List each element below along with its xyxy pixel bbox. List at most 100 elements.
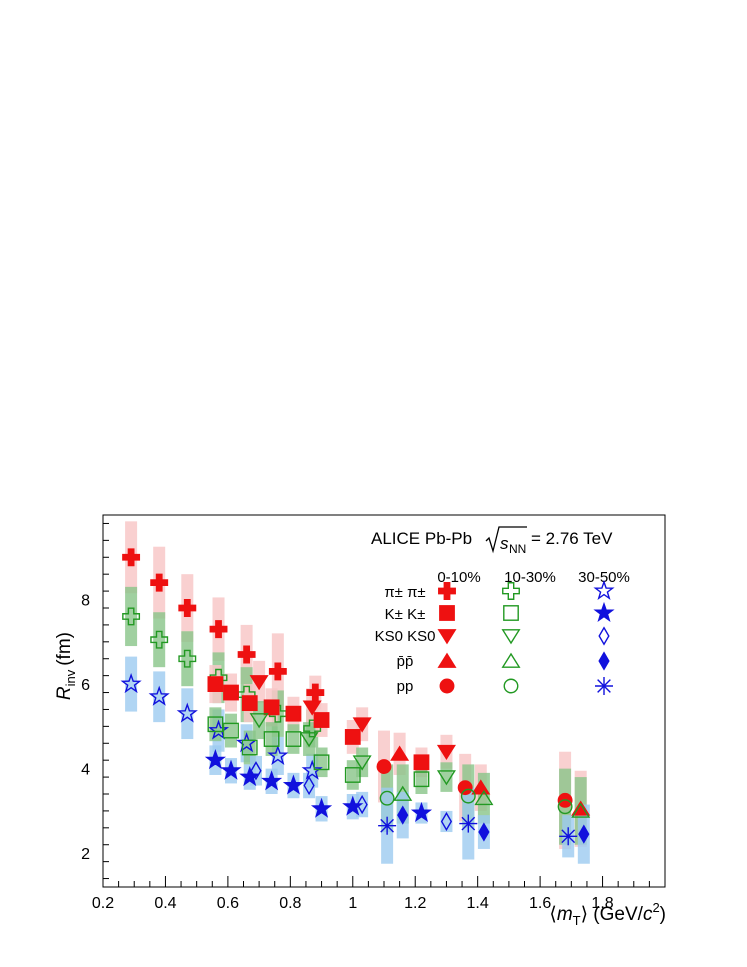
y-axis: 2 4 6 8	[81, 522, 109, 880]
data-point	[204, 749, 226, 770]
x-tick-label: 1.6	[529, 895, 551, 912]
legend-marker	[501, 629, 521, 645]
data-point	[310, 797, 333, 818]
data-point	[344, 767, 361, 783]
data-point	[301, 759, 323, 780]
x-tick-label: 0.2	[92, 895, 114, 912]
data-point	[436, 744, 456, 761]
data-point	[302, 700, 322, 716]
x-axis-subscript: T	[573, 913, 581, 928]
x-tick-label: 1	[348, 895, 357, 912]
sys-band	[287, 724, 300, 754]
data-point	[471, 779, 491, 795]
data-point	[578, 824, 590, 844]
sys-band	[356, 747, 369, 778]
data-point	[282, 774, 305, 795]
x-axis: 0.2 0.4 0.6 0.8 1 1.2 1.4 1.6 1.8	[92, 876, 666, 912]
y-tick-label: 8	[81, 593, 90, 610]
legend-marker	[437, 652, 457, 668]
data-point	[344, 729, 361, 745]
legend-label-pp: pp	[397, 678, 414, 695]
data-point	[249, 713, 269, 729]
data-point	[397, 805, 409, 825]
sys-band	[181, 631, 194, 687]
y-tick-label: 2	[81, 846, 90, 863]
data-point	[303, 775, 315, 796]
data-point	[178, 649, 197, 668]
data-point	[150, 630, 169, 649]
data-point	[413, 771, 430, 788]
data-point	[313, 754, 330, 771]
legend-marker	[502, 582, 520, 600]
data-point	[120, 672, 142, 694]
x-tick-label: 0.4	[154, 895, 176, 912]
sys-band	[153, 612, 166, 668]
data-point	[207, 716, 224, 733]
data-markers	[120, 548, 591, 846]
legend-marker	[439, 678, 455, 694]
data-point	[440, 811, 453, 832]
data-point	[285, 731, 302, 747]
sys-band	[265, 722, 278, 756]
data-point	[150, 573, 169, 592]
data-point	[478, 822, 490, 842]
x-axis-close: )	[660, 904, 666, 925]
data-point	[410, 801, 433, 823]
data-point	[379, 790, 395, 806]
sys-band	[125, 656, 138, 712]
legend-marker	[503, 605, 519, 621]
data-point	[237, 645, 256, 664]
legend-centrality-2: 30-50%	[578, 569, 630, 586]
x-axis-var: m	[557, 904, 573, 925]
data-point	[223, 722, 239, 739]
x-tick-label: 0.8	[279, 895, 301, 912]
chart-header: ALICE Pb-Pb s NN = 2.76 TeV	[371, 526, 613, 556]
data-point	[352, 717, 372, 733]
data-point	[557, 799, 573, 815]
data-point	[459, 814, 478, 833]
data-point	[352, 755, 372, 771]
data-point	[239, 765, 261, 787]
data-point	[378, 816, 397, 835]
legend-label-pipi: π± π±	[384, 584, 425, 601]
data-point	[356, 794, 368, 815]
legend-marker	[598, 626, 610, 646]
energy-value: = 2.76 TeV	[531, 529, 613, 548]
data-point	[249, 675, 269, 691]
chart-title: ALICE Pb-Pb	[371, 529, 472, 548]
x-axis-power: 2	[652, 900, 659, 915]
data-point	[474, 789, 494, 806]
data-point	[393, 785, 413, 801]
data-point	[148, 685, 170, 706]
sys-band	[356, 791, 369, 818]
data-point	[122, 607, 141, 626]
sys-band	[209, 707, 222, 742]
data-point	[241, 695, 258, 712]
data-point	[268, 662, 287, 681]
data-point	[209, 620, 228, 639]
data-point	[460, 788, 476, 804]
sqrt-sign	[485, 526, 527, 554]
sys-band	[440, 762, 453, 792]
legend-label-k0k0: KS0 KS0	[375, 628, 436, 645]
data-point	[571, 802, 591, 818]
data-point	[263, 731, 280, 747]
y-tick-label: 6	[81, 677, 90, 694]
data-point	[559, 827, 578, 846]
legend-marker	[439, 605, 455, 621]
sys-band	[225, 713, 238, 748]
data-point	[436, 770, 456, 786]
legend-label-pbarpbar: p̄p̄	[397, 653, 414, 670]
x-tick-label: 0.6	[217, 895, 239, 912]
legend-markers	[437, 579, 615, 695]
legend-centrality-1: 10-30%	[504, 569, 556, 586]
legend-marker	[595, 677, 613, 695]
x-tick-label: 1.4	[467, 895, 489, 912]
data-point	[261, 770, 283, 791]
data-point	[122, 548, 141, 567]
legend-marker	[503, 678, 519, 694]
x-axis-title: ⟨mT⟩ (GeV/c2)	[549, 900, 666, 928]
x-axis-unit-open: ⟩ (GeV/	[581, 904, 644, 925]
x-tick-label: 1.8	[591, 895, 613, 912]
